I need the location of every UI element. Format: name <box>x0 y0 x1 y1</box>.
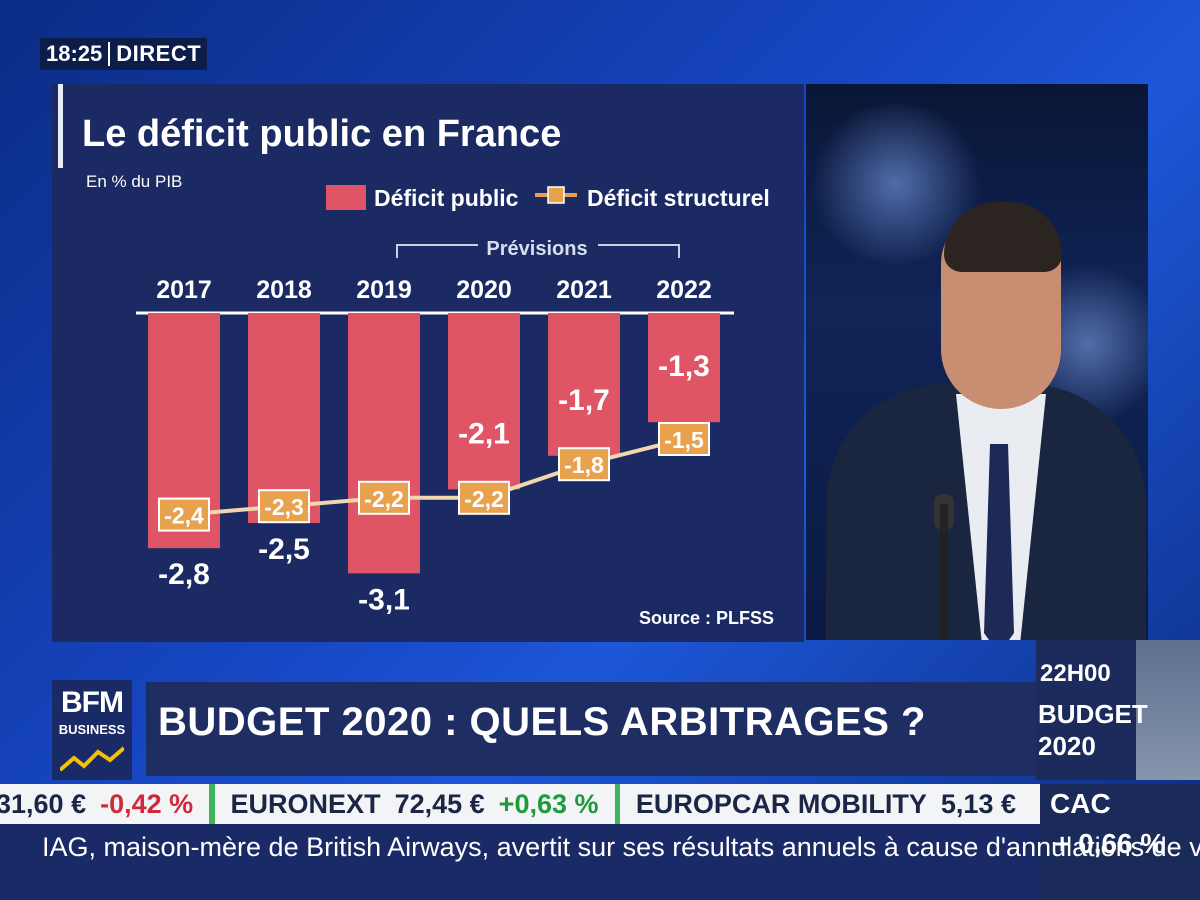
deficit-chart: Le déficit public en France En % du PIB … <box>82 113 774 628</box>
bar <box>648 313 720 423</box>
bar-value-label: -1,3 <box>658 350 710 383</box>
presenter-video <box>806 84 1148 640</box>
line-marker <box>658 422 710 456</box>
ticker-item: 31,60 € -0,42 % <box>0 789 203 820</box>
trend-wave-icon <box>60 746 124 772</box>
x-axis-labels: 2017 2018 2019 2020 2021 2022 <box>156 276 712 304</box>
line-value-label: -2,2 <box>464 486 504 512</box>
ticker-price: 5,13 € <box>940 788 1016 819</box>
line-marker <box>158 497 210 532</box>
line-value-label: -1,8 <box>564 452 604 478</box>
headline: BUDGET 2020 : QUELS ARBITRAGES ? <box>158 700 926 744</box>
up-next-title: BUDGET 2020 <box>1038 699 1148 761</box>
ticker-price: 72,45 € <box>394 788 485 819</box>
index-value: + 0,66 % <box>1054 828 1166 859</box>
chart-source: Source : PLFSS <box>639 608 774 628</box>
chart-subtitle: En % du PIB <box>86 172 182 191</box>
x-axis-label: 2021 <box>556 276 612 304</box>
line-markers: -2,4 -2,3 -2,2 -2,2 -1,8 -1,5 <box>158 422 710 532</box>
line-marker <box>258 489 310 524</box>
headline-bar <box>146 682 1036 776</box>
bar-value-label: -1,7 <box>558 384 610 417</box>
microphone-stand <box>940 504 948 640</box>
title-accent-bar <box>58 84 63 168</box>
line-marker <box>558 447 610 482</box>
index-name: CAC <box>1050 788 1111 819</box>
bar-value-label: -2,5 <box>258 533 310 566</box>
channel-logo: BFM BUSINESS <box>52 680 132 780</box>
line-value-label: -2,4 <box>164 503 204 529</box>
bar-value-labels: -2,8 -2,5 -3,1 -2,1 -1,7 -1,3 <box>158 350 710 616</box>
ticker-item: EUROPCAR MOBILITY 5,13 € <box>626 789 1040 820</box>
line-value-label: -1,5 <box>664 427 704 453</box>
bar <box>248 313 320 523</box>
legend-bar-swatch <box>326 185 366 210</box>
x-axis-label: 2020 <box>456 276 512 304</box>
clock-separator <box>108 42 111 66</box>
news-crawl-bar <box>0 824 1040 900</box>
live-label: DIRECT <box>116 41 202 66</box>
legend-bar-label: Déficit public <box>374 185 519 211</box>
up-next-panel: 22H00 BUDGET 2020 <box>1036 640 1200 780</box>
presenter-hair <box>944 202 1062 272</box>
bar <box>448 313 520 490</box>
chart-panel: Le déficit public en France En % du PIB … <box>52 84 804 642</box>
ticker-name: EURONEXT <box>230 788 381 819</box>
ticker-change: +0,63 % <box>498 788 599 819</box>
up-next-time: 22H00 <box>1040 660 1111 687</box>
legend-line-swatch <box>535 186 577 204</box>
bar <box>348 313 420 574</box>
clock-time: 18:25 <box>46 41 103 66</box>
line-marker <box>358 480 410 515</box>
live-clock: 18:25 DIRECT <box>40 38 208 70</box>
ticker-item: EURONEXT 72,45 € +0,63 % <box>221 789 609 820</box>
x-axis-label: 2019 <box>356 276 412 304</box>
chart-title: Le déficit public en France <box>82 113 561 155</box>
ticker-divider <box>209 784 215 824</box>
forecast-label: Prévisions <box>486 238 587 260</box>
logo-text: BFM <box>61 686 124 719</box>
ticker-price: 31,60 € <box>0 788 87 819</box>
logo-subtext: BUSINESS <box>58 722 126 737</box>
ticker-name: EUROPCAR MOBILITY <box>635 788 927 819</box>
ticker-change: -0,42 % <box>100 788 194 819</box>
x-axis-label: 2018 <box>256 276 312 304</box>
bar-series <box>148 313 720 574</box>
x-axis-label: 2017 <box>156 276 212 304</box>
line-value-label: -2,3 <box>264 494 304 520</box>
stock-ticker: 31,60 € -0,42 % EURONEXT 72,45 € +0,63 %… <box>0 784 1040 824</box>
bar-value-label: -2,1 <box>458 417 510 450</box>
x-axis-label: 2022 <box>656 276 712 304</box>
forecast-bracket <box>396 244 680 258</box>
line-marker <box>458 480 510 515</box>
building-image <box>1136 640 1200 780</box>
legend-line-label: Déficit structurel <box>587 185 770 211</box>
bar-value-label: -3,1 <box>358 583 410 616</box>
presenter-tie <box>984 444 1014 640</box>
bar-value-label: -2,8 <box>158 558 210 591</box>
line-value-label: -2,2 <box>364 486 404 512</box>
news-crawl-text: IAG, maison-mère de British Airways, ave… <box>42 832 1200 862</box>
ticker-divider <box>614 784 620 824</box>
bar <box>548 313 620 456</box>
index-panel: CAC + 0,66 % <box>1040 784 1200 900</box>
